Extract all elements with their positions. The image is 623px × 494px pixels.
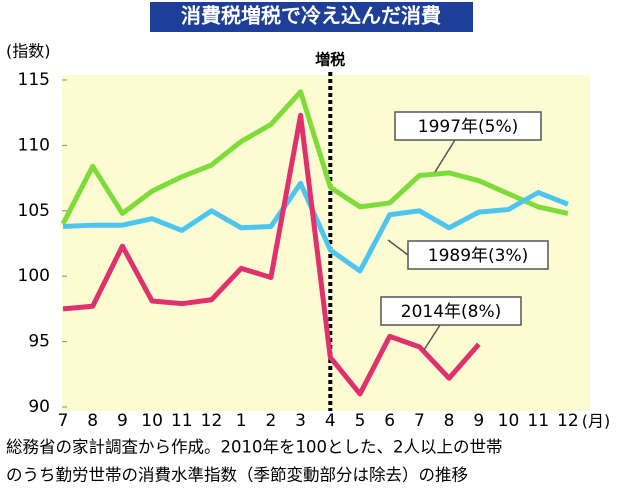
x-tick-label: 3 xyxy=(295,411,306,431)
x-tick-label: 7 xyxy=(58,411,69,431)
y-axis-label: (指数) xyxy=(6,42,51,61)
callout-leader xyxy=(387,239,409,256)
title-bar xyxy=(150,2,473,32)
legend-label: 2014年(8%) xyxy=(401,302,502,322)
callout-leader xyxy=(434,139,456,173)
note-line: のうち勤労世帯の消費水準指数（季節変動部分は除去）の推移 xyxy=(6,466,468,485)
x-tick-label: 9 xyxy=(117,411,128,431)
legend-label: 1997年(5%) xyxy=(418,117,519,137)
x-tick-label: 12 xyxy=(201,411,223,431)
y-tick-label: 110 xyxy=(18,135,50,155)
x-tick-label: 4 xyxy=(325,411,336,431)
x-tick-label: 12 xyxy=(557,411,579,431)
callout-box xyxy=(394,111,542,141)
y-tick-label: 95 xyxy=(28,332,50,352)
x-tick-label: 9 xyxy=(473,411,484,431)
callout-box xyxy=(407,240,549,270)
x-tick-label: 8 xyxy=(87,411,98,431)
y-tick-label: 105 xyxy=(18,201,50,221)
x-tick-label: 6 xyxy=(384,411,395,431)
y-tick-label: 100 xyxy=(18,266,50,286)
x-tick-label: 11 xyxy=(171,411,193,431)
x-axis-unit: (月) xyxy=(582,412,611,431)
y-tick-label: 90 xyxy=(28,397,50,417)
callout-box xyxy=(380,296,522,326)
x-tick-label: 2 xyxy=(265,411,276,431)
series-line xyxy=(62,112,481,397)
note-line: 総務省の家計調査から作成。2010年を100とした、2人以上の世帯 xyxy=(6,438,502,457)
x-tick-label: 7 xyxy=(414,411,425,431)
x-tick-label: 5 xyxy=(355,411,366,431)
x-tick-label: 11 xyxy=(527,411,549,431)
y-tick-label: 115 xyxy=(18,70,50,90)
series-line xyxy=(60,89,569,226)
x-tick-label: 8 xyxy=(444,411,455,431)
x-tick-label: 10 xyxy=(141,411,163,431)
tax-hike-label: 増税 xyxy=(315,51,345,69)
legend-label: 1989年(3%) xyxy=(428,246,529,266)
x-tick-label: 10 xyxy=(498,411,520,431)
x-tick-label: 1 xyxy=(236,411,247,431)
chart-title: 消費税増税で冷え込んだ消費 xyxy=(181,4,441,28)
callout-leader xyxy=(423,324,441,351)
